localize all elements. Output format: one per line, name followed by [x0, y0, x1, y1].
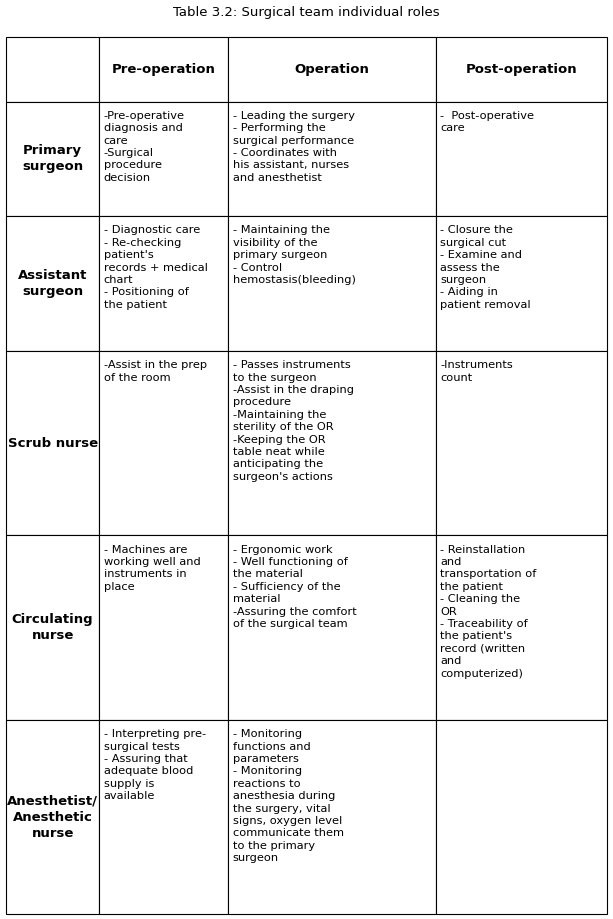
- Text: Primary
surgeon: Primary surgeon: [22, 144, 83, 174]
- Bar: [436, 37, 607, 102]
- Text: Operation: Operation: [295, 62, 370, 75]
- Text: - Passes instruments
to the surgeon
-Assist in the draping
procedure
-Maintainin: - Passes instruments to the surgeon -Ass…: [233, 360, 354, 482]
- Text: -Assist in the prep
of the room: -Assist in the prep of the room: [104, 360, 207, 382]
- Text: Post-operation: Post-operation: [465, 62, 577, 75]
- Bar: [6, 536, 99, 720]
- Text: - Reinstallation
and
transportation of
the patient
- Cleaning the
OR
- Traceabil: - Reinstallation and transportation of t…: [440, 545, 536, 678]
- Text: - Maintaining the
visibility of the
primary surgeon
- Control
hemostasis(bleedin: - Maintaining the visibility of the prim…: [233, 225, 356, 285]
- Text: Pre-operation: Pre-operation: [112, 62, 216, 75]
- Text: - Closure the
surgical cut
- Examine and
assess the
surgeon
- Aiding in
patient : - Closure the surgical cut - Examine and…: [440, 225, 531, 310]
- Text: Anesthetist/
Anesthetic
nurse: Anesthetist/ Anesthetic nurse: [7, 795, 98, 840]
- Text: - Machines are
working well and
instruments in
place: - Machines are working well and instrume…: [104, 545, 200, 592]
- Bar: [229, 102, 436, 216]
- Bar: [436, 216, 607, 351]
- Text: - Leading the surgery
- Performing the
surgical performance
- Coordinates with
h: - Leading the surgery - Performing the s…: [233, 111, 355, 183]
- Bar: [99, 216, 229, 351]
- Bar: [6, 37, 99, 102]
- Text: - Ergonomic work
- Well functioning of
the material
- Sufficiency of the
materia: - Ergonomic work - Well functioning of t…: [233, 545, 356, 629]
- Bar: [436, 102, 607, 216]
- Text: -Instruments
count: -Instruments count: [440, 360, 512, 382]
- Text: Assistant
surgeon: Assistant surgeon: [18, 269, 88, 298]
- Bar: [99, 536, 229, 720]
- Text: -Pre-operative
diagnosis and
care
-Surgical
procedure
decision: -Pre-operative diagnosis and care -Surgi…: [104, 111, 185, 183]
- Text: -  Post-operative
care: - Post-operative care: [440, 111, 534, 133]
- Bar: [229, 720, 436, 914]
- Bar: [436, 720, 607, 914]
- Bar: [436, 536, 607, 720]
- Bar: [6, 351, 99, 536]
- Bar: [99, 37, 229, 102]
- Text: - Monitoring
functions and
parameters
- Monitoring
reactions to
anesthesia durin: - Monitoring functions and parameters - …: [233, 729, 344, 863]
- Bar: [99, 102, 229, 216]
- Bar: [99, 720, 229, 914]
- Text: - Diagnostic care
- Re-checking
patient's
records + medical
chart
- Positioning : - Diagnostic care - Re-checking patient'…: [104, 225, 207, 310]
- Bar: [6, 216, 99, 351]
- Text: Scrub nurse: Scrub nurse: [7, 437, 97, 449]
- Text: Table 3.2: Surgical team individual roles: Table 3.2: Surgical team individual role…: [173, 6, 440, 19]
- Bar: [6, 720, 99, 914]
- Bar: [6, 102, 99, 216]
- Text: - Interpreting pre-
surgical tests
- Assuring that
adequate blood
supply is
avai: - Interpreting pre- surgical tests - Ass…: [104, 729, 205, 801]
- Bar: [229, 216, 436, 351]
- Bar: [436, 351, 607, 536]
- Bar: [229, 536, 436, 720]
- Bar: [229, 37, 436, 102]
- Text: Circulating
nurse: Circulating nurse: [12, 613, 94, 642]
- Bar: [99, 351, 229, 536]
- Bar: [229, 351, 436, 536]
